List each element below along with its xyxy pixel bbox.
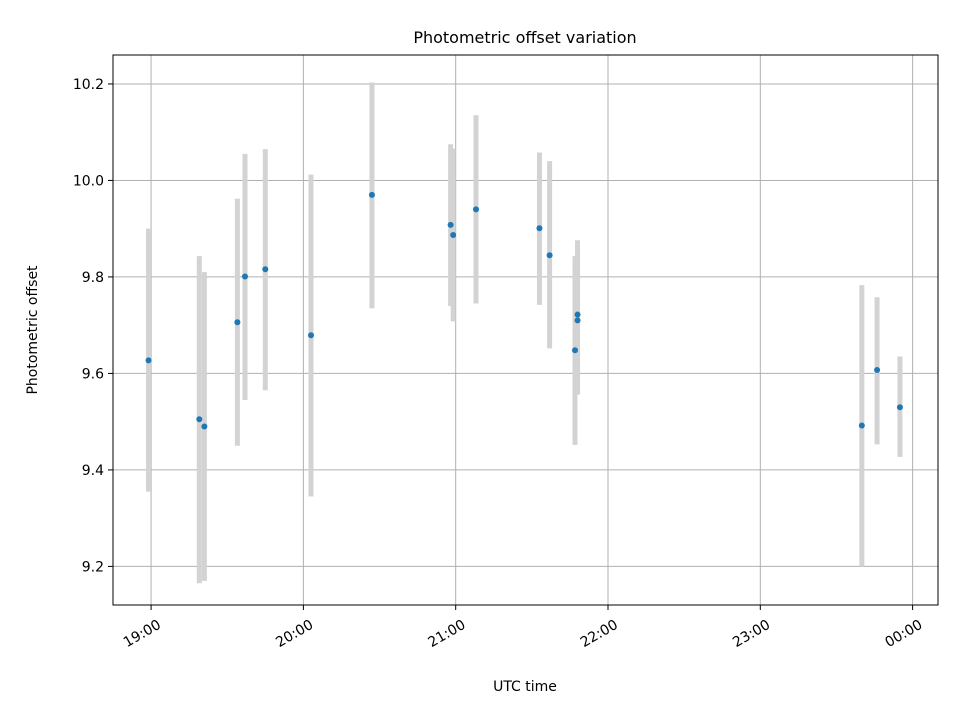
data-point — [145, 357, 152, 364]
data-point — [196, 416, 203, 423]
data-point — [450, 231, 457, 238]
data-point — [574, 317, 581, 324]
data-point — [574, 311, 581, 318]
data-point — [368, 191, 375, 198]
y-tick-label: 10.2 — [73, 77, 104, 93]
data-point — [896, 404, 903, 411]
data-points — [145, 191, 903, 430]
y-tick-label: 10.0 — [73, 173, 104, 189]
data-point — [536, 225, 543, 232]
x-axis-label: UTC time — [493, 679, 557, 695]
grid — [113, 55, 938, 605]
plot-area — [113, 55, 938, 605]
data-point — [262, 266, 269, 273]
y-tick-label: 9.2 — [82, 559, 104, 575]
y-tick-label: 9.8 — [82, 270, 104, 286]
y-tick-label: 9.4 — [82, 463, 104, 479]
data-point — [473, 206, 479, 213]
data-point — [546, 252, 553, 259]
y-axis-label: Photometric offset — [25, 265, 41, 395]
y-axis-ticks: 9.2 9.4 9.6 9.8 10.0 10.2 — [73, 77, 113, 575]
plot-frame — [112, 54, 939, 606]
data-point — [447, 221, 454, 228]
data-point — [201, 423, 208, 430]
data-point — [874, 367, 881, 374]
data-point — [242, 273, 248, 280]
y-tick-label: 9.6 — [82, 366, 104, 382]
data-point — [572, 347, 578, 354]
data-point — [858, 422, 865, 429]
chart-title: Photometric offset variation — [413, 28, 636, 47]
data-point — [234, 319, 241, 326]
data-point — [308, 332, 314, 339]
